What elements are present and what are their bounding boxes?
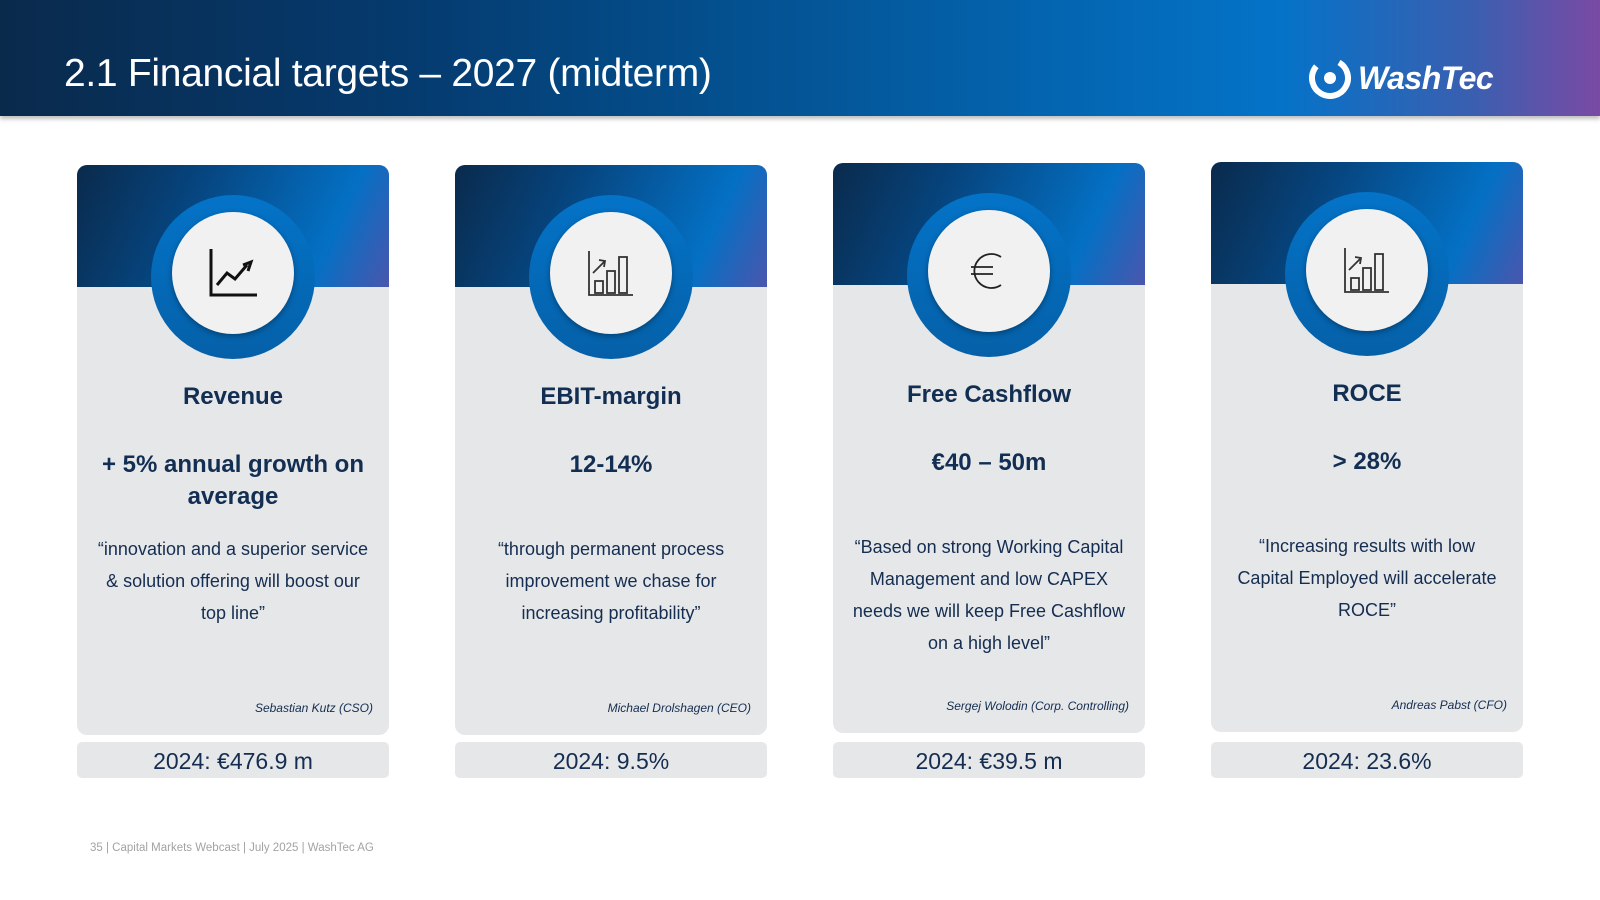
icon-disc bbox=[1306, 209, 1428, 331]
card-target: 12-14% bbox=[569, 451, 653, 478]
card-author: Michael Drolshagen (CEO) bbox=[607, 701, 751, 715]
slide-title: 2.1 Financial targets – 2027 (midterm) bbox=[64, 52, 712, 95]
card-label: EBIT-margin bbox=[540, 383, 682, 410]
card-target: > 28% bbox=[1332, 448, 1402, 475]
card-label: Free Cashflow bbox=[906, 381, 1072, 408]
free-cashflow-card: Free Cashflow €40 – 50m “Based on strong… bbox=[833, 163, 1145, 733]
card-quote: “Increasing results with low Capital Emp… bbox=[1237, 536, 1497, 620]
ebit-margin-2024-result: 2024: 9.5% bbox=[455, 742, 767, 778]
card-quote: “through permanent process improvement w… bbox=[497, 539, 725, 623]
free-cashflow-2024-result: 2024: €39.5 m bbox=[833, 742, 1145, 778]
icon-disc bbox=[550, 212, 672, 334]
card-label: ROCE bbox=[1332, 380, 1402, 407]
card-target: €40 – 50m bbox=[931, 449, 1047, 476]
card-quote: “Based on strong Working Capital Managem… bbox=[852, 537, 1126, 653]
card-target: + 5% annual growth on average bbox=[101, 451, 365, 510]
line-chart-up-icon bbox=[209, 249, 257, 297]
icon-disc bbox=[172, 212, 294, 334]
card-author: Andreas Pabst (CFO) bbox=[1391, 698, 1507, 712]
logo-text: WashTec bbox=[1358, 59, 1494, 96]
card-author: Sebastian Kutz (CSO) bbox=[254, 701, 373, 715]
slide-footer: 35 | Capital Markets Webcast | July 2025… bbox=[90, 842, 374, 854]
revenue-card: Revenue + 5% annual growth on average “i… bbox=[77, 165, 389, 735]
card-quote: “innovation and a superior service & sol… bbox=[97, 539, 369, 623]
card-label: Revenue bbox=[182, 383, 284, 410]
washtec-logo-icon bbox=[1309, 57, 1351, 99]
roce-card: ROCE > 28% “Increasing results with low … bbox=[1211, 162, 1523, 732]
revenue-2024-result: 2024: €476.9 m bbox=[77, 742, 389, 778]
washtec-logo: WashTec bbox=[1308, 56, 1494, 100]
euro-icon bbox=[971, 253, 1002, 289]
icon-disc bbox=[928, 210, 1050, 332]
roce-2024-result: 2024: 23.6% bbox=[1211, 742, 1523, 778]
ebit-margin-card: EBIT-margin 12-14% “through permanent pr… bbox=[455, 165, 767, 735]
slide-header: 2.1 Financial targets – 2027 (midterm) W… bbox=[0, 0, 1600, 116]
bar-chart-up-icon bbox=[1344, 248, 1389, 293]
card-author: Sergej Wolodin (Corp. Controlling) bbox=[946, 699, 1129, 713]
bar-chart-up-icon bbox=[588, 251, 633, 296]
